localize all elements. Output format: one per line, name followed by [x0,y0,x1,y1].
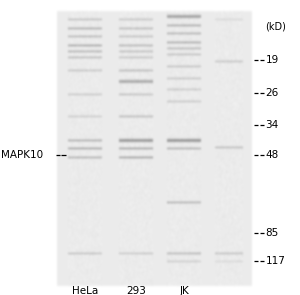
Text: JK: JK [180,286,189,295]
Text: 34: 34 [266,120,279,130]
Text: 85: 85 [266,228,279,238]
Text: 293: 293 [127,286,146,295]
Text: 117: 117 [266,256,285,266]
Text: HeLa: HeLa [72,286,99,295]
Text: 26: 26 [266,88,279,98]
Text: MAPK10: MAPK10 [2,150,43,160]
Text: 48: 48 [266,150,279,160]
Text: 19: 19 [266,55,279,65]
Text: (kD): (kD) [266,22,286,32]
